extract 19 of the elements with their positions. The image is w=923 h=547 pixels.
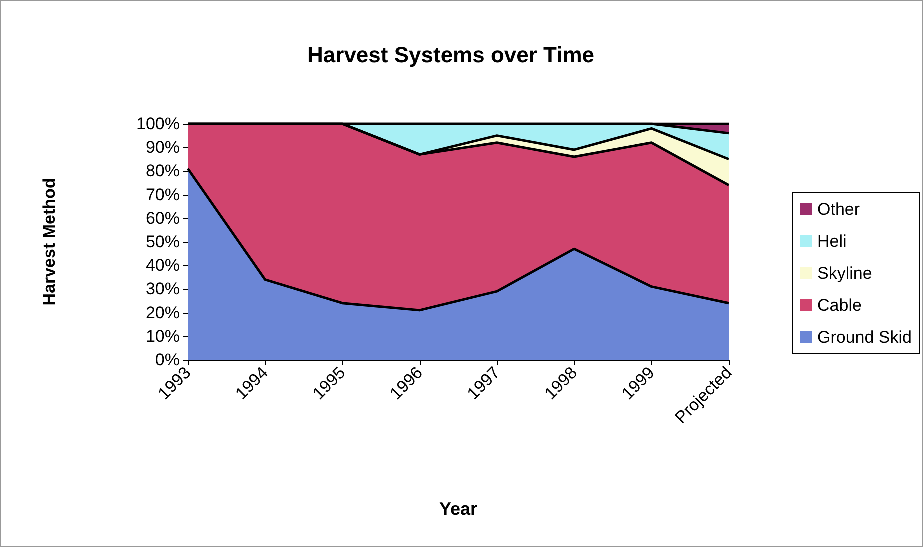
legend-label: Skyline	[818, 264, 872, 283]
y-tick-label: 80%	[146, 162, 180, 181]
y-tick-label: 70%	[146, 185, 180, 204]
y-tick-label: 60%	[146, 208, 180, 228]
y-tick-label: 90%	[146, 138, 180, 158]
y-tick-label: 10%	[146, 326, 180, 346]
y-tick-label: 20%	[146, 303, 180, 322]
y-tick-label: 100%	[136, 114, 180, 134]
y-tick-label: 30%	[146, 280, 180, 299]
legend-label: Cable	[818, 296, 862, 315]
y-tick-label: 50%	[146, 232, 180, 252]
legend-label: Ground Skid	[818, 328, 912, 347]
legend-label: Heli	[818, 232, 847, 251]
x-axis-title: Year	[439, 499, 478, 519]
y-tick-label: 40%	[146, 256, 180, 276]
y-tick-label: 0%	[155, 350, 180, 370]
y-axis-title: Harvest Method	[40, 178, 59, 306]
legend-label: Other	[818, 200, 860, 219]
chart-title: Harvest Systems over Time	[308, 42, 594, 68]
